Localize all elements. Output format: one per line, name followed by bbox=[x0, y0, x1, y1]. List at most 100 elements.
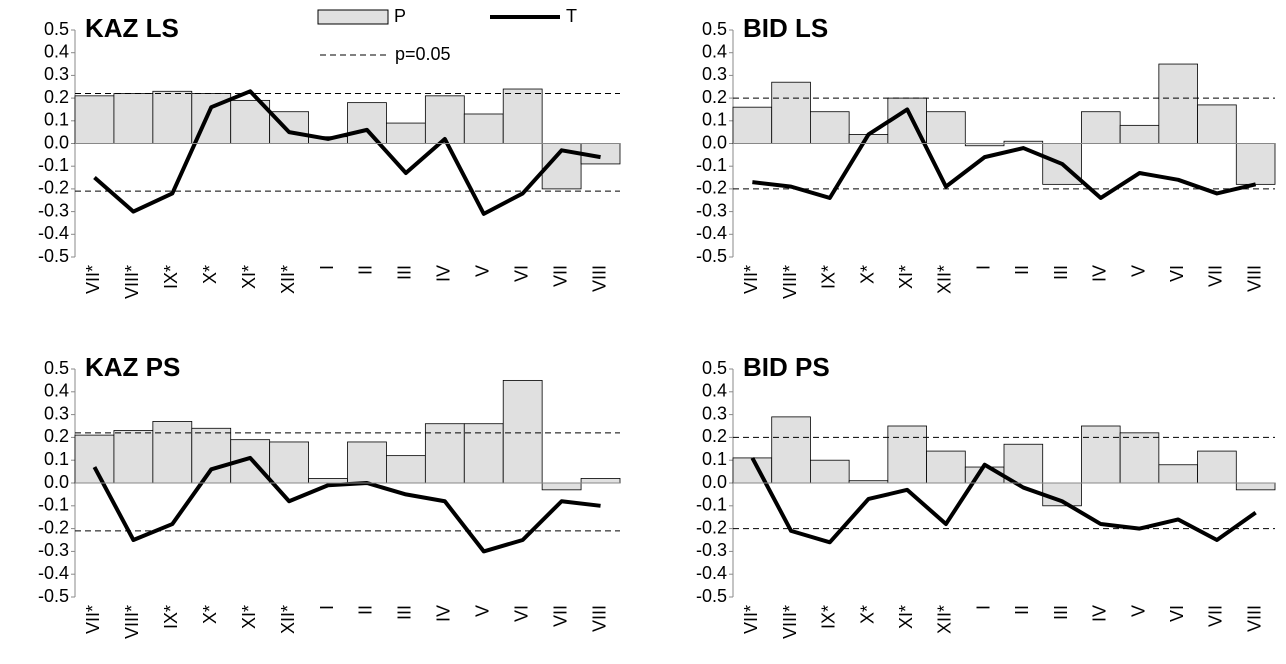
x-tick-label: VII bbox=[1206, 265, 1226, 287]
x-tick-label: VI bbox=[511, 265, 531, 282]
x-tick-label: V bbox=[1128, 605, 1148, 617]
y-tick-label: -0.1 bbox=[696, 155, 727, 175]
y-tick-label: -0.3 bbox=[696, 200, 727, 220]
bar bbox=[771, 81, 811, 144]
x-tick-label: VI bbox=[1167, 265, 1187, 282]
y-tick-label: 0.0 bbox=[702, 132, 727, 152]
x-tick-label: XII* bbox=[278, 605, 298, 634]
x-tick-label: I bbox=[973, 605, 993, 610]
bar bbox=[463, 113, 504, 144]
bar bbox=[74, 434, 115, 484]
x-tick-label: III bbox=[1051, 605, 1071, 620]
y-tick-label: 0.0 bbox=[702, 472, 727, 492]
x-tick-label: III bbox=[395, 605, 415, 620]
y-tick-label: 0.4 bbox=[44, 381, 69, 401]
y-tick-label: 0.3 bbox=[44, 64, 69, 84]
x-tick-label: IX* bbox=[819, 265, 839, 289]
y-tick-label: -0.5 bbox=[696, 586, 727, 606]
bar bbox=[1003, 443, 1044, 484]
bar bbox=[502, 379, 543, 484]
x-tick-label: XII* bbox=[935, 265, 955, 294]
bar bbox=[1119, 124, 1160, 144]
bar bbox=[386, 122, 426, 144]
y-tick-label: -0.4 bbox=[38, 563, 69, 583]
chart-title: KAZ LS bbox=[85, 13, 179, 43]
y-tick-label: 0.2 bbox=[44, 87, 69, 107]
x-tick-label: X* bbox=[200, 605, 220, 624]
line bbox=[752, 107, 1257, 200]
x-tick-label: V bbox=[1128, 265, 1148, 277]
x-tick-label: IX* bbox=[161, 605, 181, 629]
x-tick-label: VIII bbox=[1244, 265, 1264, 292]
x-tick-label: V bbox=[473, 605, 493, 617]
x-tick-label: XI* bbox=[896, 605, 916, 629]
x-tick-label: II bbox=[1012, 265, 1032, 275]
y-tick-label: 0.0 bbox=[44, 472, 69, 492]
legend-label: P bbox=[394, 6, 406, 26]
x-tick-label: X* bbox=[200, 265, 220, 284]
y-tick-label: 0.5 bbox=[702, 19, 727, 39]
x-tick-label: VII* bbox=[741, 265, 761, 294]
y-tick-label: 0.1 bbox=[702, 110, 727, 130]
y-tick-label: 0.4 bbox=[702, 41, 727, 61]
x-tick-label: IV bbox=[434, 605, 454, 622]
line bbox=[93, 89, 601, 216]
bar bbox=[1081, 111, 1121, 144]
y-tick-label: -0.3 bbox=[38, 540, 69, 560]
bar bbox=[1119, 432, 1160, 484]
y-tick-label: 0.2 bbox=[702, 426, 727, 446]
x-tick-label: IX* bbox=[819, 605, 839, 629]
line bbox=[750, 456, 1257, 545]
x-tick-label: I bbox=[317, 605, 337, 610]
x-tick-label: I bbox=[973, 265, 993, 270]
y-tick-label: -0.2 bbox=[696, 517, 727, 537]
y-tick-label: 0.1 bbox=[702, 449, 727, 469]
y-tick-label: 0.4 bbox=[702, 381, 727, 401]
y-tick-label: 0.5 bbox=[702, 358, 727, 378]
x-tick-label: VIII bbox=[589, 605, 609, 632]
y-tick-label: -0.2 bbox=[38, 517, 69, 537]
bar bbox=[386, 455, 426, 484]
y-tick-label: -0.3 bbox=[38, 200, 69, 220]
chart-title: BID PS bbox=[743, 352, 830, 382]
legend-label: p=0.05 bbox=[395, 44, 451, 64]
bar bbox=[347, 441, 387, 484]
bar bbox=[74, 95, 115, 144]
y-tick-label: -0.4 bbox=[696, 223, 727, 243]
x-tick-label: VIII* bbox=[122, 605, 142, 639]
x-tick-label: VII bbox=[550, 605, 570, 627]
y-tick-label: -0.2 bbox=[696, 178, 727, 198]
y-tick-label: 0.5 bbox=[44, 19, 69, 39]
bar bbox=[887, 425, 927, 484]
y-tick-label: -0.4 bbox=[696, 563, 727, 583]
bar bbox=[1158, 63, 1198, 144]
bar bbox=[1081, 425, 1121, 484]
line bbox=[92, 455, 601, 554]
legend-swatch bbox=[317, 9, 389, 25]
y-tick-label: 0.0 bbox=[44, 132, 69, 152]
chart-title: BID LS bbox=[743, 13, 828, 43]
y-tick-label: 0.3 bbox=[44, 403, 69, 423]
x-tick-label: III bbox=[1051, 265, 1071, 280]
x-tick-label: II bbox=[356, 265, 376, 275]
bar bbox=[810, 459, 850, 484]
y-tick-label: -0.4 bbox=[38, 223, 69, 243]
x-tick-label: X* bbox=[857, 265, 877, 284]
y-tick-label: 0.5 bbox=[44, 358, 69, 378]
bar bbox=[1158, 464, 1198, 484]
x-tick-label: I bbox=[317, 265, 337, 270]
x-tick-label: II bbox=[1012, 605, 1032, 615]
y-tick-label: -0.3 bbox=[696, 540, 727, 560]
y-tick-label: -0.1 bbox=[696, 495, 727, 515]
bar bbox=[1235, 143, 1276, 185]
y-tick-label: 0.2 bbox=[44, 426, 69, 446]
bar bbox=[1235, 482, 1276, 491]
x-tick-label: VIII bbox=[589, 265, 609, 292]
bar bbox=[926, 450, 966, 484]
bar bbox=[269, 111, 309, 144]
y-tick-label: -0.5 bbox=[38, 586, 69, 606]
bar bbox=[308, 478, 348, 484]
x-tick-label: II bbox=[356, 605, 376, 615]
y-tick-label: 0.3 bbox=[702, 64, 727, 84]
x-tick-label: XI* bbox=[896, 265, 916, 289]
